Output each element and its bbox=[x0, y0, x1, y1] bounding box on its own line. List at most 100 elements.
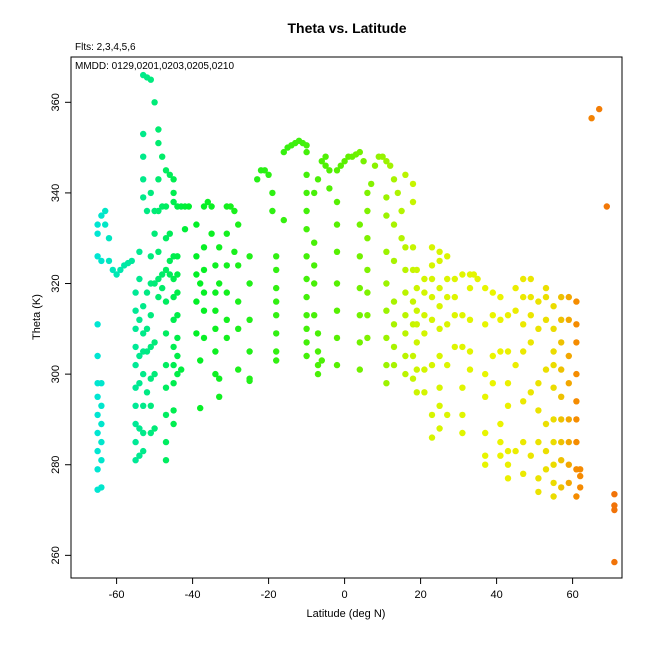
data-point bbox=[520, 275, 527, 283]
data-point bbox=[147, 253, 154, 260]
data-point bbox=[223, 262, 230, 269]
x-tick-label: -40 bbox=[185, 589, 201, 601]
data-point bbox=[143, 325, 151, 332]
data-point bbox=[159, 284, 166, 292]
data-point bbox=[383, 334, 390, 342]
data-point bbox=[140, 303, 147, 310]
data-point bbox=[94, 221, 101, 228]
data-point bbox=[436, 352, 443, 360]
data-point bbox=[273, 298, 280, 305]
data-point bbox=[303, 207, 310, 215]
data-point bbox=[105, 235, 113, 242]
data-point bbox=[200, 266, 208, 274]
data-point bbox=[444, 361, 451, 369]
y-tick-label: 320 bbox=[50, 274, 62, 292]
x-tick-label: 0 bbox=[342, 589, 348, 601]
data-point bbox=[573, 370, 580, 378]
fits-label: Flts: 2,3,4,5,6 bbox=[75, 42, 136, 53]
data-point bbox=[273, 266, 280, 274]
data-point bbox=[280, 216, 287, 224]
data-point bbox=[603, 203, 610, 210]
data-point bbox=[303, 171, 310, 178]
data-point bbox=[550, 479, 557, 487]
data-point bbox=[147, 402, 154, 409]
data-point bbox=[577, 472, 584, 480]
data-point bbox=[459, 312, 466, 319]
data-point bbox=[212, 289, 219, 296]
data-point bbox=[170, 198, 177, 206]
data-point bbox=[303, 325, 310, 332]
data-point bbox=[174, 370, 181, 378]
data-point bbox=[413, 284, 420, 292]
data-point bbox=[193, 253, 200, 260]
data-point bbox=[489, 380, 496, 387]
data-point bbox=[162, 438, 170, 446]
data-point bbox=[565, 479, 572, 487]
data-point bbox=[178, 366, 185, 373]
data-point bbox=[535, 407, 542, 414]
data-point bbox=[98, 438, 105, 446]
data-point bbox=[550, 438, 557, 446]
data-point bbox=[520, 348, 527, 355]
data-point bbox=[466, 284, 474, 292]
data-point bbox=[140, 429, 147, 437]
data-point bbox=[527, 293, 534, 301]
data-point bbox=[166, 271, 173, 278]
data-point bbox=[162, 235, 170, 242]
data-point bbox=[147, 343, 154, 351]
data-point bbox=[273, 253, 280, 260]
data-point bbox=[596, 105, 603, 113]
data-point bbox=[383, 248, 390, 255]
data-point bbox=[140, 130, 147, 138]
data-point bbox=[162, 330, 170, 337]
data-point bbox=[428, 275, 436, 283]
data-point bbox=[504, 348, 512, 355]
data-point bbox=[360, 158, 367, 165]
data-point bbox=[390, 321, 398, 328]
data-point bbox=[436, 257, 443, 265]
data-point bbox=[383, 361, 390, 369]
data-point bbox=[527, 312, 534, 319]
data-point bbox=[421, 330, 428, 337]
data-point bbox=[136, 352, 143, 360]
data-point bbox=[223, 334, 230, 342]
data-point bbox=[314, 361, 322, 369]
data-point bbox=[474, 275, 481, 283]
data-point bbox=[451, 312, 458, 319]
data-point bbox=[577, 484, 584, 491]
data-point bbox=[497, 348, 504, 355]
data-point bbox=[155, 176, 162, 183]
data-point bbox=[550, 384, 557, 391]
data-point bbox=[444, 293, 451, 301]
data-point bbox=[102, 207, 109, 215]
data-point bbox=[216, 244, 223, 251]
chart-title: Theta vs. Latitude bbox=[287, 20, 406, 36]
data-point bbox=[155, 248, 162, 255]
data-point bbox=[200, 203, 208, 210]
data-point bbox=[356, 148, 363, 156]
data-point bbox=[166, 171, 173, 178]
data-point bbox=[542, 447, 550, 455]
data-point bbox=[132, 402, 139, 409]
data-point bbox=[451, 343, 458, 351]
data-point bbox=[497, 316, 504, 323]
data-point bbox=[235, 221, 242, 228]
data-point bbox=[280, 148, 287, 156]
data-point bbox=[143, 348, 151, 355]
data-point bbox=[409, 180, 417, 188]
data-point bbox=[504, 461, 512, 468]
data-point bbox=[162, 298, 170, 305]
data-point bbox=[550, 348, 557, 355]
data-point bbox=[387, 162, 394, 169]
data-point bbox=[98, 257, 105, 265]
data-point bbox=[466, 348, 474, 355]
data-point bbox=[390, 298, 398, 305]
data-point bbox=[550, 303, 557, 310]
data-point bbox=[527, 339, 534, 346]
data-point bbox=[421, 389, 428, 396]
data-point bbox=[333, 198, 341, 206]
data-point bbox=[504, 312, 512, 319]
data-point bbox=[166, 257, 173, 265]
data-point bbox=[254, 176, 261, 183]
data-point bbox=[413, 339, 420, 346]
